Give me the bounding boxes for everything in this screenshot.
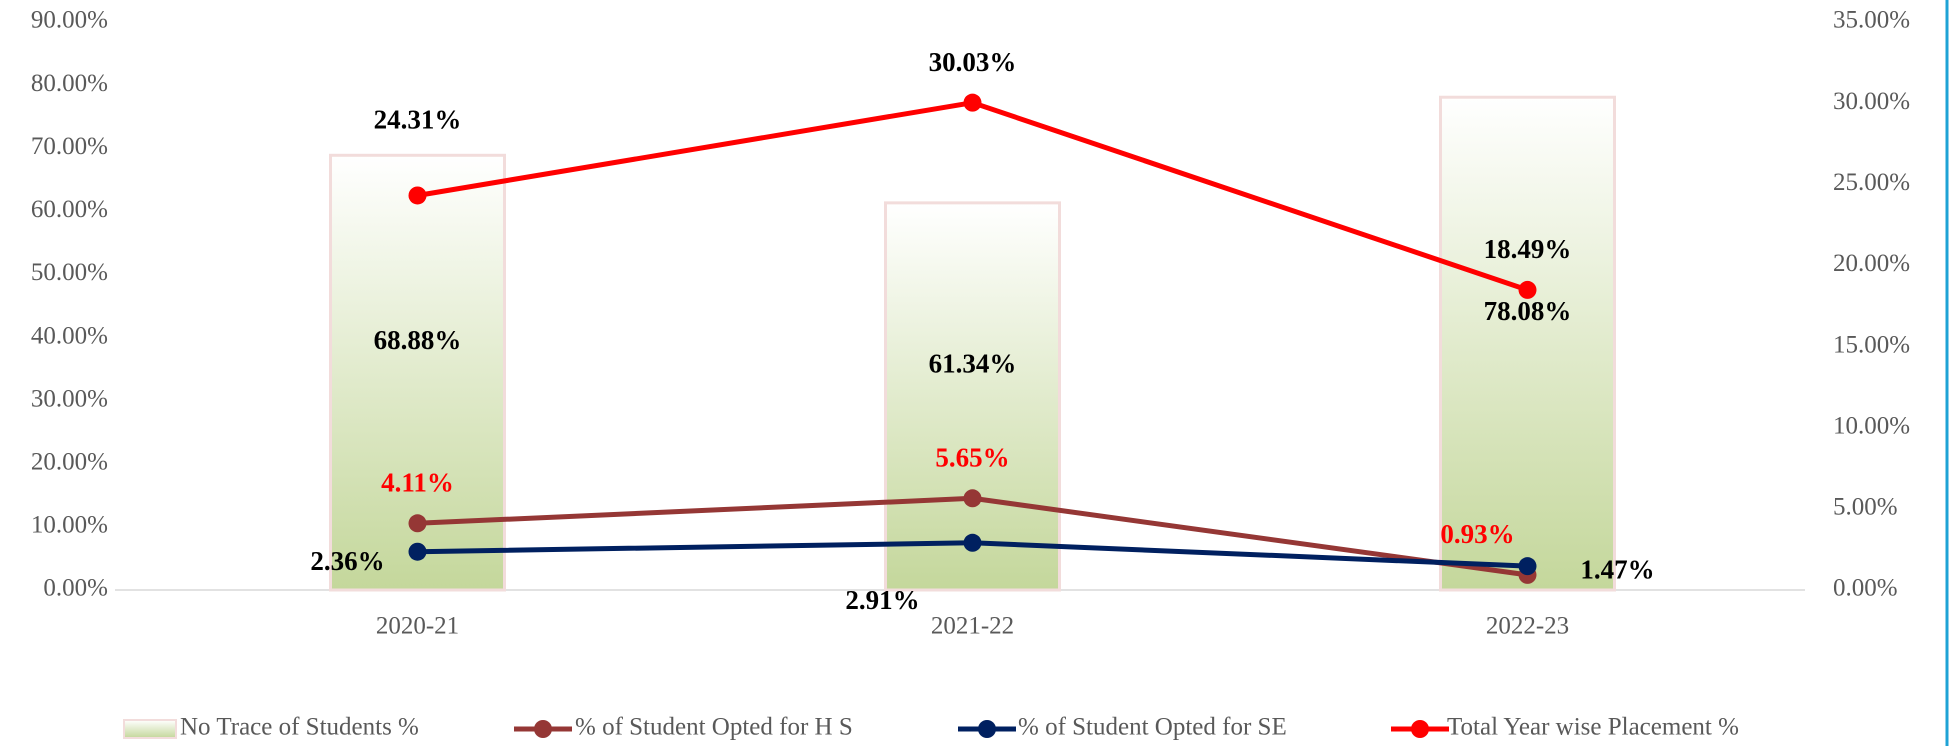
y2-tick-label: 35.00% (1833, 7, 1910, 34)
data-label: 30.03% (929, 47, 1017, 77)
y2-tick-label: 25.00% (1833, 169, 1910, 196)
data-label: 2.91% (845, 585, 919, 615)
y-tick-label: 30.00% (31, 385, 108, 412)
data-label: 24.31% (374, 105, 462, 135)
y-tick-label: 0.00% (43, 575, 108, 602)
x-tick-label: 2022-23 (1486, 613, 1569, 640)
y2-tick-label: 5.00% (1833, 494, 1898, 521)
legend-swatch (123, 719, 177, 739)
y2-tick-label: 10.00% (1833, 412, 1910, 439)
y2-tick-label: 15.00% (1833, 331, 1910, 358)
data-label: 5.65% (935, 443, 1009, 473)
point (1518, 280, 1537, 299)
y-tick-label: 90.00% (31, 7, 108, 34)
data-label: 1.47% (1580, 554, 1654, 584)
y-tick-label: 50.00% (31, 259, 108, 286)
data-label: 78.08% (1484, 296, 1572, 326)
y-tick-label: 70.00% (31, 133, 108, 160)
y-tick-label: 40.00% (31, 322, 108, 349)
legend-label: % of Student Opted for H S (575, 714, 853, 741)
data-label: 18.49% (1484, 234, 1572, 264)
legend-marker (1411, 720, 1429, 738)
y-tick-label: 20.00% (31, 449, 108, 476)
point (963, 489, 982, 508)
data-label: 2.36% (310, 546, 384, 576)
data-label: 68.88% (374, 325, 462, 355)
y-tick-label: 60.00% (31, 196, 108, 223)
legend-label: Total Year wise Placement % (1447, 714, 1739, 741)
bar (884, 201, 1061, 592)
y-tick-label: 10.00% (31, 512, 108, 539)
y2-tick-label: 20.00% (1833, 250, 1910, 277)
point (1518, 557, 1537, 576)
legend-marker (978, 720, 996, 738)
point (408, 542, 427, 561)
legend-marker (534, 720, 552, 738)
legend-label: % of Student Opted for SE (1018, 714, 1287, 741)
point (408, 186, 427, 205)
point (963, 93, 982, 112)
point (408, 514, 427, 533)
data-label: 0.93% (1440, 519, 1514, 549)
x-tick-label: 2020-21 (376, 613, 459, 640)
data-label: 4.11% (381, 468, 454, 498)
legend-label: No Trace of Students % (180, 714, 419, 741)
y-tick-label: 80.00% (31, 70, 108, 97)
x-tick-label: 2021-22 (931, 613, 1014, 640)
data-label: 61.34% (929, 349, 1017, 379)
y2-tick-label: 0.00% (1833, 575, 1898, 602)
bar (1439, 95, 1616, 592)
point (963, 533, 982, 552)
y2-tick-label: 30.00% (1833, 88, 1910, 115)
